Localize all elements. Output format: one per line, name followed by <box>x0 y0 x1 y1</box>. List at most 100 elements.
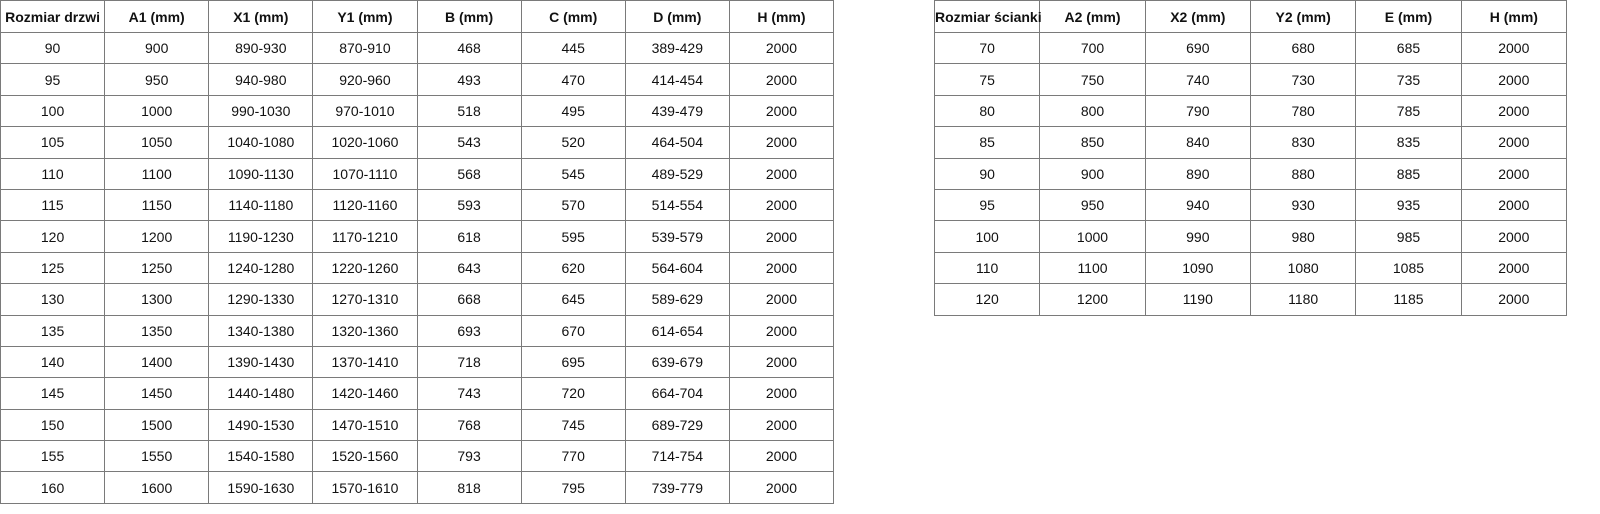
table-row: 90 900 890-930 870-910 468 445 389-429 2000 <box>0 31 835 65</box>
table-cell: 2000 <box>728 440 835 473</box>
table-cell: 100 <box>933 220 1041 253</box>
table-cell: 935 <box>1355 188 1462 222</box>
table-row: 145 1450 1440-1480 1420-1460 743 720 664-704 20… <box>0 377 835 410</box>
table-cell: 470 <box>520 63 626 96</box>
column-header: C (mm) <box>520 0 626 33</box>
table-cell: 780 <box>1249 94 1357 128</box>
table-cell: 1120-1160 <box>312 188 418 222</box>
column-header: Rozmiar drzwi <box>0 0 106 33</box>
table-cell: 800 <box>1039 94 1146 128</box>
table-body: 70 700 690 680 685 2000 75 750 740 730 735 2000 80 80… <box>933 31 1568 316</box>
table-cell: 589-629 <box>624 283 730 316</box>
table-cell: 155 <box>0 440 106 473</box>
table-cell: 539-579 <box>624 220 730 253</box>
table-cell: 85 <box>933 126 1041 159</box>
table-cell: 950 <box>1039 188 1146 222</box>
table-cell: 618 <box>416 220 522 253</box>
table-cell: 1000 <box>104 94 210 128</box>
table-cell: 389-429 <box>624 31 730 65</box>
table-cell: 2000 <box>728 63 835 96</box>
table-cell: 493 <box>416 63 522 96</box>
table-cell: 790 <box>1144 94 1251 128</box>
table-cell: 95 <box>933 188 1041 222</box>
table-cell: 1190 <box>1144 283 1251 316</box>
table-cell: 595 <box>520 220 626 253</box>
table-cell: 840 <box>1144 126 1251 159</box>
table-cell: 2000 <box>728 157 835 190</box>
header-row: Rozmiar ścianki A2 (mm) X2 (mm) Y2 (mm) E (m… <box>933 0 1568 33</box>
table-cell: 1100 <box>1039 251 1146 285</box>
table-cell: 680 <box>1249 31 1357 65</box>
column-header: Y2 (mm) <box>1249 0 1357 33</box>
table-cell: 1500 <box>104 408 210 442</box>
table-cell: 1100 <box>104 157 210 190</box>
table-cell: 835 <box>1355 126 1462 159</box>
table-cell: 90 <box>0 31 106 65</box>
table-cell: 2000 <box>1460 220 1568 253</box>
table-row: 160 1600 1590-1630 1570-1610 818 795 739-779 20… <box>0 471 835 504</box>
table-cell: 735 <box>1355 63 1462 96</box>
table-cell: 2000 <box>1460 31 1568 65</box>
table-cell: 750 <box>1039 63 1146 96</box>
table-row: 135 1350 1340-1380 1320-1360 693 670 614-654 20… <box>0 314 835 347</box>
table-cell: 1080 <box>1249 251 1357 285</box>
table-row: 85 850 840 830 835 2000 <box>933 126 1568 159</box>
column-header: B (mm) <box>416 0 522 33</box>
table-cell: 670 <box>520 314 626 347</box>
table-cell: 830 <box>1249 126 1357 159</box>
table-cell: 890-930 <box>208 31 314 65</box>
table-cell: 2000 <box>728 408 835 442</box>
table-cell: 570 <box>520 188 626 222</box>
table-cell: 645 <box>520 283 626 316</box>
column-header: H (mm) <box>1460 0 1568 33</box>
table-cell: 1085 <box>1355 251 1462 285</box>
table-cell: 614-654 <box>624 314 730 347</box>
table-cell: 1440-1480 <box>208 377 314 410</box>
table-cell: 130 <box>0 283 106 316</box>
table-cell: 545 <box>520 157 626 190</box>
table-cell: 1550 <box>104 440 210 473</box>
table-cell: 1090-1130 <box>208 157 314 190</box>
table-row: 120 1200 1190 1180 1185 2000 <box>933 283 1568 316</box>
table-cell: 120 <box>933 283 1041 316</box>
table-cell: 890 <box>1144 157 1251 190</box>
table-cell: 2000 <box>1460 63 1568 96</box>
table-cell: 1150 <box>104 188 210 222</box>
table-row: 110 1100 1090-1130 1070-1110 568 545 489-529 20… <box>0 157 835 190</box>
table-cell: 1320-1360 <box>312 314 418 347</box>
table-row: 80 800 790 780 785 2000 <box>933 94 1568 128</box>
table-cell: 2000 <box>1460 188 1568 222</box>
table-cell: 685 <box>1355 31 1462 65</box>
table-cell: 1290-1330 <box>208 283 314 316</box>
table-cell: 664-704 <box>624 377 730 410</box>
table-cell: 1400 <box>104 345 210 379</box>
table-cell: 2000 <box>728 283 835 316</box>
table-cell: 150 <box>0 408 106 442</box>
table-cell: 1420-1460 <box>312 377 418 410</box>
table-cell: 1250 <box>104 251 210 285</box>
table-cell: 1390-1430 <box>208 345 314 379</box>
table-cell: 543 <box>416 126 522 159</box>
table-cell: 120 <box>0 220 106 253</box>
table-cell: 720 <box>520 377 626 410</box>
table-row: 100 1000 990-1030 970-1010 518 495 439-479 2000 <box>0 94 835 128</box>
table-cell: 870-910 <box>312 31 418 65</box>
table-cell: 2000 <box>1460 94 1568 128</box>
table-cell: 1350 <box>104 314 210 347</box>
column-header: A2 (mm) <box>1039 0 1146 33</box>
table-cell: 668 <box>416 283 522 316</box>
table-cell: 700 <box>1039 31 1146 65</box>
table-cell: 125 <box>0 251 106 285</box>
table-cell: 468 <box>416 31 522 65</box>
table-cell: 689-729 <box>624 408 730 442</box>
table-cell: 2000 <box>728 251 835 285</box>
table-cell: 1050 <box>104 126 210 159</box>
table-cell: 1540-1580 <box>208 440 314 473</box>
table-cell: 2000 <box>1460 126 1568 159</box>
table-cell: 1490-1530 <box>208 408 314 442</box>
table-cell: 110 <box>933 251 1041 285</box>
door-size-table: Rozmiar drzwi A1 (mm) X1 (mm) Y1 (mm) B (mm)… <box>0 0 835 504</box>
table-cell: 140 <box>0 345 106 379</box>
table-cell: 2000 <box>728 188 835 222</box>
table-cell: 1180 <box>1249 283 1357 316</box>
